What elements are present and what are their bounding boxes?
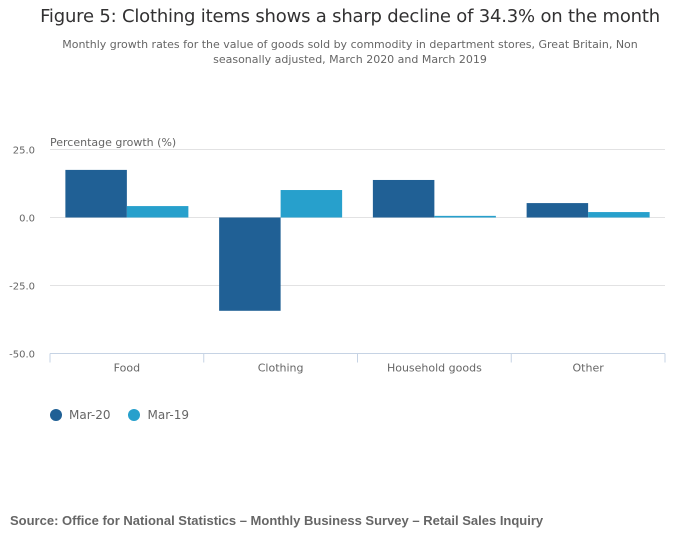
legend-item-mar-20[interactable]: Mar-20 bbox=[50, 408, 110, 422]
bar-chart: 25.00.0-25.0-50.0 Percentage growth (%) … bbox=[9, 136, 666, 375]
chart-subtitle: Monthly growth rates for the value of go… bbox=[62, 38, 638, 66]
bar-mar-19-food[interactable] bbox=[126, 206, 189, 218]
y-axis-label: Percentage growth (%) bbox=[50, 136, 176, 149]
y-tick-label: 25.0 bbox=[13, 146, 35, 157]
bar-mar-20-food[interactable] bbox=[65, 169, 127, 218]
y-tick-label: 0.0 bbox=[19, 214, 35, 225]
x-tick-label: Food bbox=[114, 362, 140, 375]
bar-mar-20-household-goods[interactable] bbox=[372, 179, 435, 218]
legend-label-mar-20: Mar-20 bbox=[69, 408, 111, 422]
x-axis: Food Clothing Household goods Other bbox=[49, 353, 666, 375]
x-tick-label: Other bbox=[573, 362, 605, 375]
x-tick-label: Clothing bbox=[258, 362, 304, 375]
source-note: Source: Office for National Statistics –… bbox=[10, 513, 544, 528]
bar-mar-20-clothing[interactable] bbox=[219, 217, 281, 311]
legend-marker-mar-20 bbox=[50, 409, 62, 421]
y-tick-label: -50.0 bbox=[9, 350, 35, 361]
bars bbox=[65, 169, 650, 311]
x-tick-label: Household goods bbox=[387, 362, 482, 375]
bar-mar-19-clothing[interactable] bbox=[280, 190, 343, 218]
legend-item-mar-19[interactable]: Mar-19 bbox=[128, 408, 189, 422]
bar-mar-20-other[interactable] bbox=[526, 203, 589, 218]
bar-mar-19-household-goods[interactable] bbox=[434, 215, 496, 218]
legend: Mar-20 Mar-19 bbox=[50, 408, 189, 422]
y-tick-label: -25.0 bbox=[9, 282, 35, 293]
y-axis-ticks: 25.0 0.0 -25.0 -50.0 bbox=[9, 146, 35, 361]
legend-label-mar-19: Mar-19 bbox=[147, 408, 189, 422]
chart-title: Figure 5: Clothing items shows a sharp d… bbox=[40, 6, 660, 27]
bar-mar-19-other[interactable] bbox=[588, 212, 650, 218]
legend-marker-mar-19 bbox=[128, 409, 141, 421]
